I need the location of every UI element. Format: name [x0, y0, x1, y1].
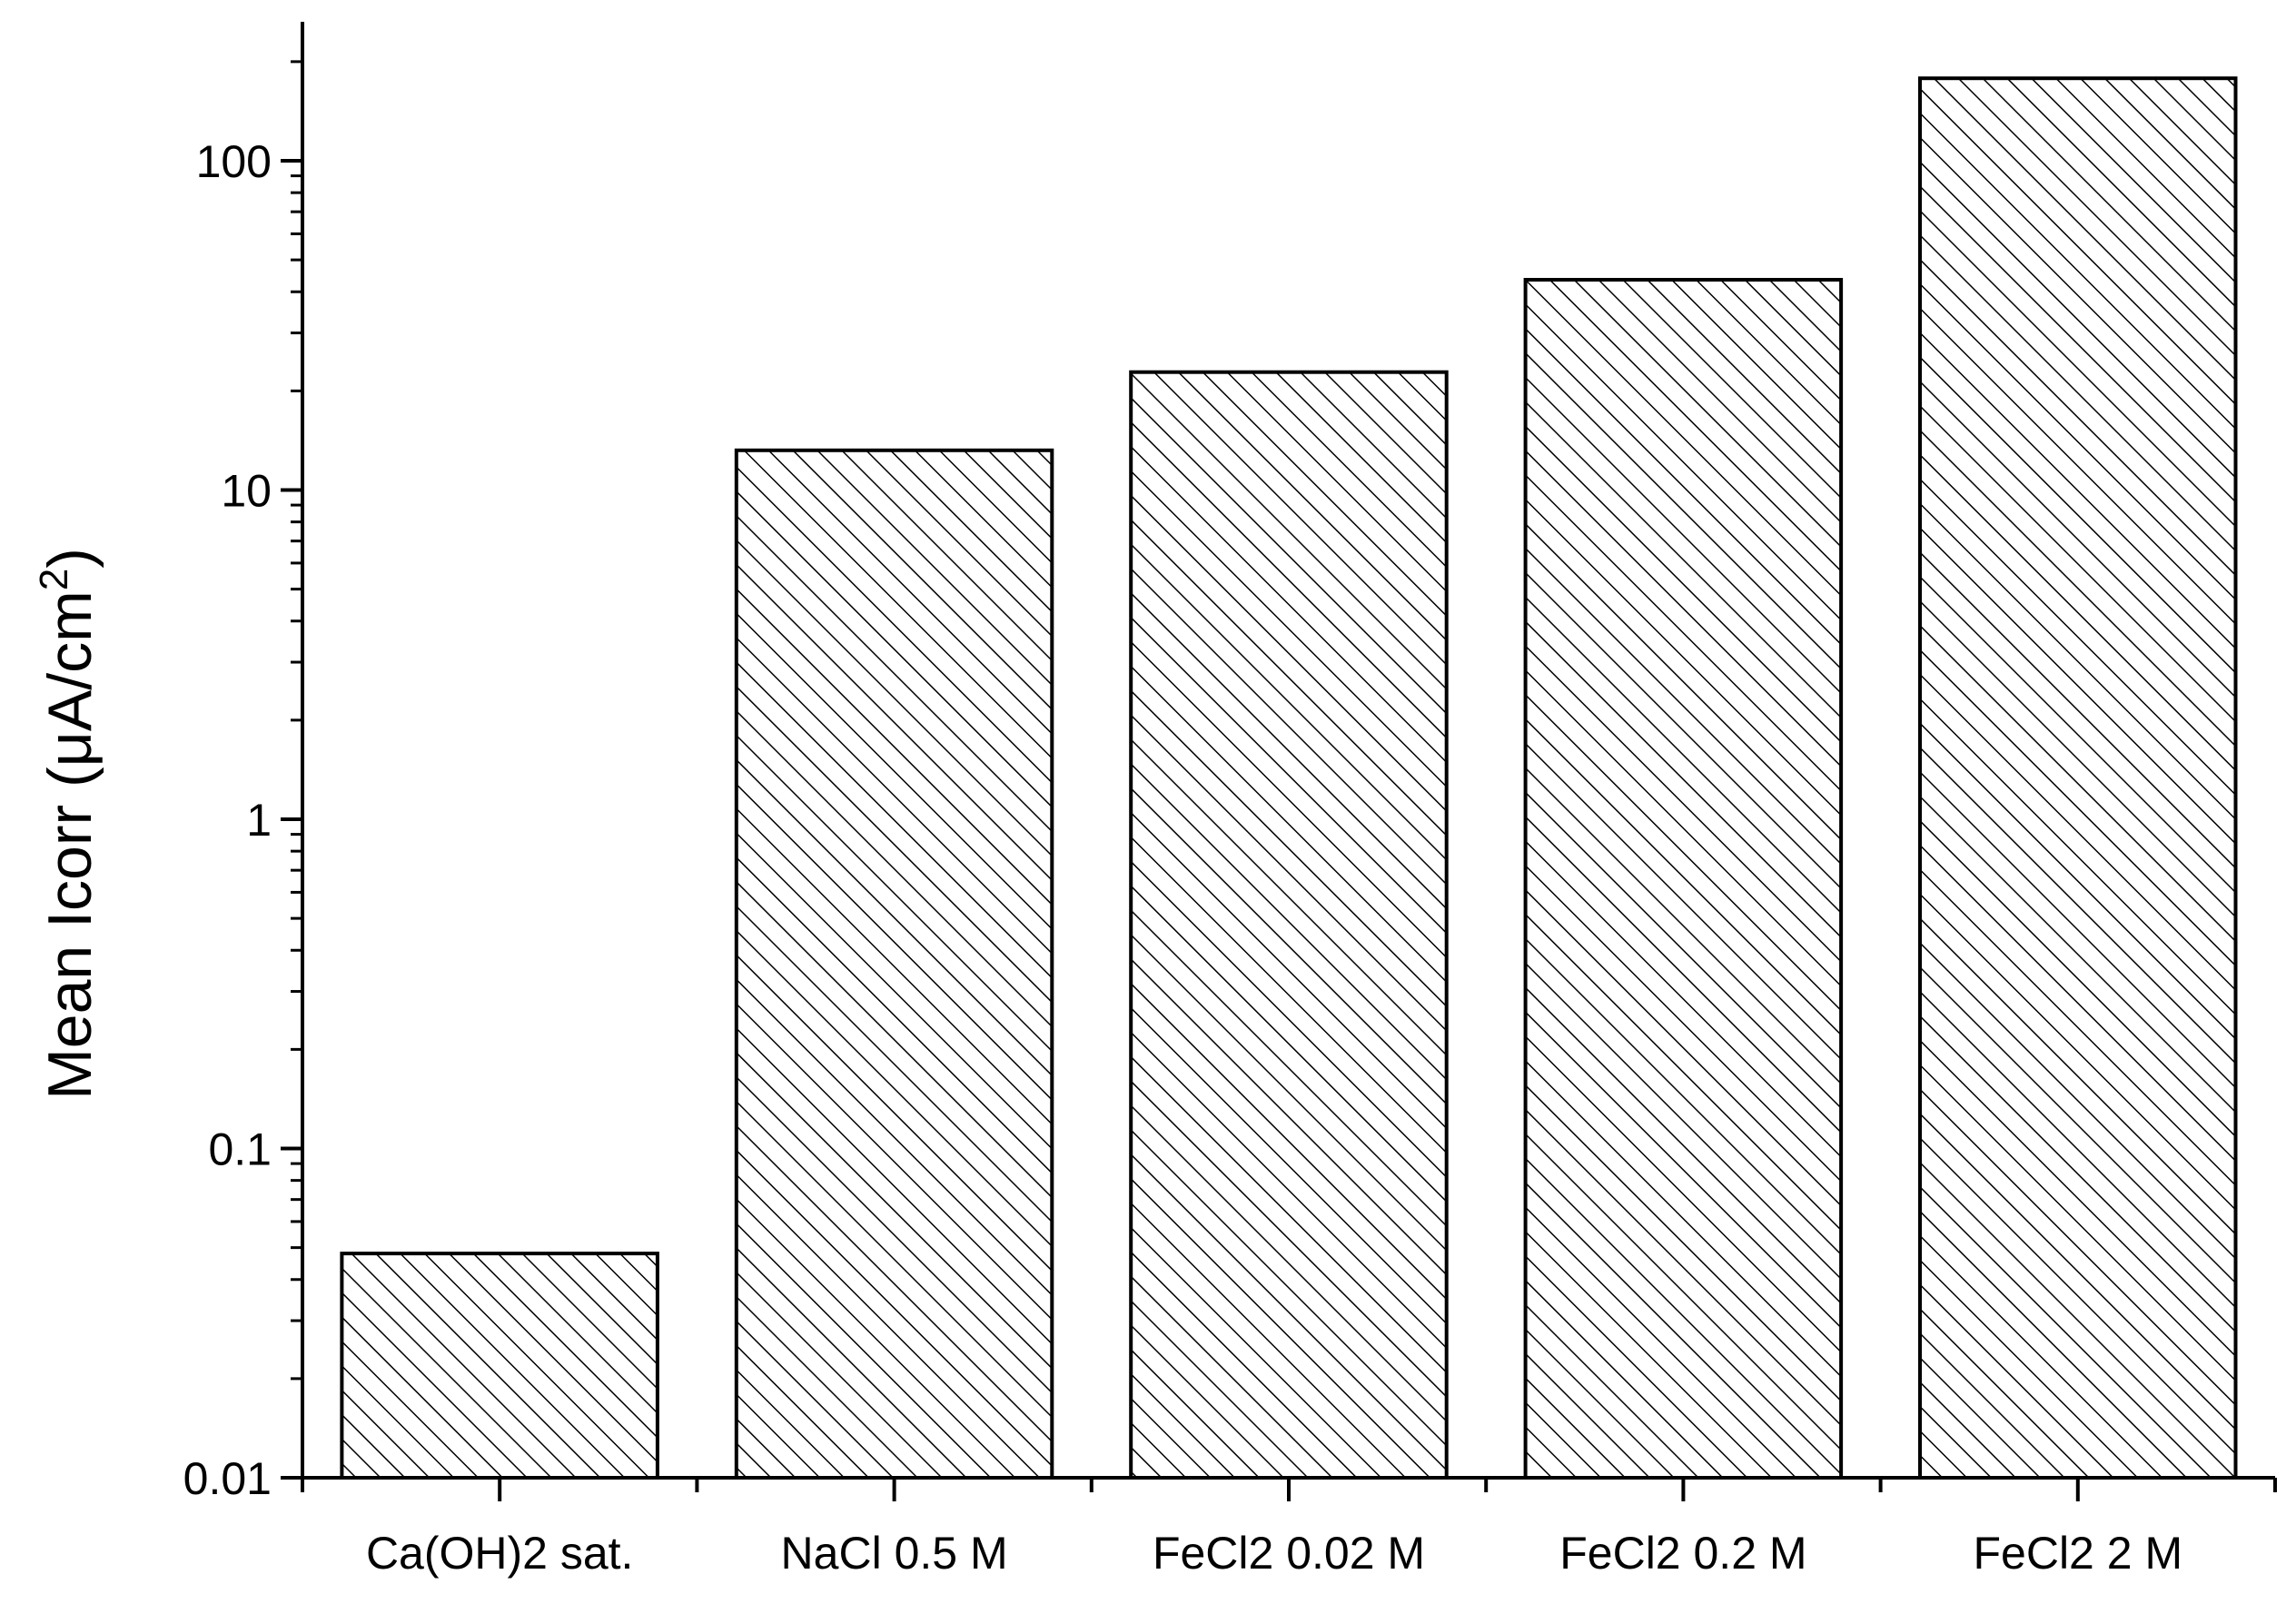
- x-category-label-4: FeCl2 0.2 M: [1559, 1528, 1806, 1579]
- y-tick-label-1: 0.01: [183, 1453, 272, 1504]
- y-axis-title-main: Mean Icorr (μA/cm: [35, 590, 104, 1100]
- axes-layer: [281, 22, 2277, 1501]
- x-category-label-3: FeCl2 0.02 M: [1153, 1528, 1425, 1579]
- bar-5: [1918, 76, 2238, 1480]
- y-tick-label-5: 100: [196, 136, 272, 187]
- x-category-label-1: Ca(OH)2 sat.: [366, 1528, 634, 1579]
- y-axis-title: Mean Icorr (μA/cm2): [32, 548, 104, 1100]
- y-axis-title-close: ): [35, 548, 104, 569]
- bar-1: [340, 1252, 659, 1480]
- x-category-label-5: FeCl2 2 M: [1973, 1528, 2182, 1579]
- x-category-label-2: NaCl 0.5 M: [781, 1528, 1008, 1579]
- y-tick-label-4: 10: [221, 466, 272, 517]
- bar-4: [1523, 278, 1844, 1480]
- bars-layer: [340, 76, 2238, 1480]
- bar-2: [734, 448, 1054, 1480]
- y-tick-label-3: 1: [246, 795, 272, 846]
- labels-layer: 0.01 0.1 1 10 100 Ca(OH)2 sat. NaCl 0.5 M FeCl2…: [183, 136, 2182, 1579]
- bar-3: [1129, 370, 1449, 1480]
- y-axis-title-superscript: 2: [32, 569, 76, 590]
- y-tick-label-2: 0.1: [208, 1124, 272, 1175]
